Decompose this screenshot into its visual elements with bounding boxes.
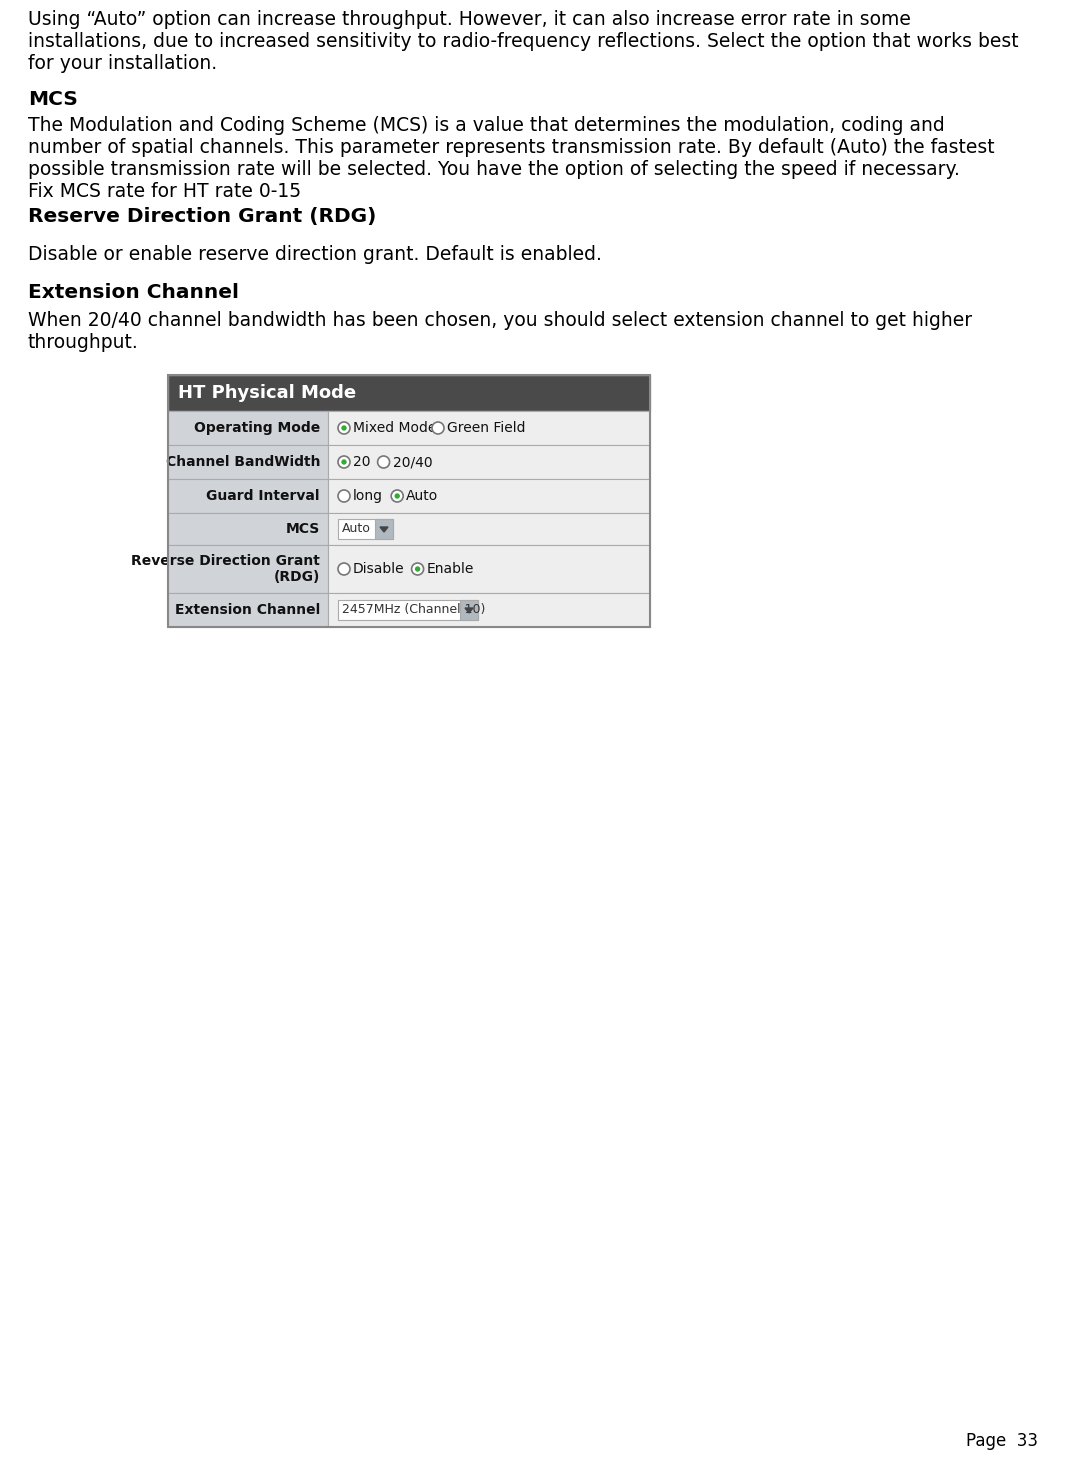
Circle shape — [394, 494, 400, 498]
Circle shape — [338, 563, 350, 574]
Text: When 20/40 channel bandwidth has been chosen, you should select extension channe: When 20/40 channel bandwidth has been ch… — [28, 311, 972, 330]
Text: possible transmission rate will be selected. You have the option of selecting th: possible transmission rate will be selec… — [28, 160, 959, 179]
Circle shape — [415, 567, 420, 571]
Text: 20: 20 — [353, 456, 371, 469]
Circle shape — [411, 563, 423, 574]
Text: Extension Channel: Extension Channel — [28, 283, 239, 302]
Text: MCS: MCS — [286, 522, 320, 536]
FancyBboxPatch shape — [168, 593, 328, 627]
FancyBboxPatch shape — [168, 445, 328, 479]
Circle shape — [338, 456, 350, 467]
Text: 2457MHz (Channel 10): 2457MHz (Channel 10) — [342, 604, 485, 617]
Text: Disable: Disable — [353, 563, 405, 576]
Text: Enable: Enable — [426, 563, 474, 576]
Text: Using “Auto” option can increase throughput. However, it can also increase error: Using “Auto” option can increase through… — [28, 10, 910, 29]
Polygon shape — [379, 527, 388, 532]
FancyBboxPatch shape — [338, 519, 393, 539]
FancyBboxPatch shape — [328, 545, 650, 593]
FancyBboxPatch shape — [461, 601, 478, 620]
Text: HT Physical Mode: HT Physical Mode — [178, 384, 356, 401]
FancyBboxPatch shape — [168, 545, 328, 593]
Text: for your installation.: for your installation. — [28, 54, 217, 73]
Text: Auto: Auto — [406, 489, 438, 502]
FancyBboxPatch shape — [328, 593, 650, 627]
Text: MCS: MCS — [28, 89, 78, 108]
Circle shape — [341, 425, 346, 431]
FancyBboxPatch shape — [168, 375, 650, 412]
Polygon shape — [465, 608, 473, 612]
Text: Extension Channel: Extension Channel — [175, 604, 320, 617]
Text: throughput.: throughput. — [28, 333, 139, 352]
FancyBboxPatch shape — [338, 601, 478, 620]
FancyBboxPatch shape — [168, 479, 328, 513]
Circle shape — [338, 489, 350, 502]
Text: Reverse Direction Grant
(RDG): Reverse Direction Grant (RDG) — [131, 554, 320, 585]
FancyBboxPatch shape — [168, 513, 328, 545]
FancyBboxPatch shape — [375, 519, 393, 539]
FancyBboxPatch shape — [328, 513, 650, 545]
Text: installations, due to increased sensitivity to radio-frequency reflections. Sele: installations, due to increased sensitiv… — [28, 32, 1019, 51]
Text: 20/40: 20/40 — [392, 456, 432, 469]
FancyBboxPatch shape — [328, 412, 650, 445]
Text: Page  33: Page 33 — [966, 1431, 1038, 1450]
Circle shape — [338, 422, 350, 434]
Circle shape — [391, 489, 403, 502]
Text: Auto: Auto — [342, 523, 371, 536]
Text: Fix MCS rate for HT rate 0-15: Fix MCS rate for HT rate 0-15 — [28, 182, 301, 201]
Circle shape — [377, 456, 389, 467]
Text: Mixed Mode: Mixed Mode — [353, 420, 436, 435]
Circle shape — [432, 422, 445, 434]
Text: Disable or enable reserve direction grant. Default is enabled.: Disable or enable reserve direction gran… — [28, 245, 602, 264]
Text: Channel BandWidth: Channel BandWidth — [165, 456, 320, 469]
FancyBboxPatch shape — [328, 445, 650, 479]
Text: long: long — [353, 489, 383, 502]
FancyBboxPatch shape — [168, 412, 328, 445]
Circle shape — [341, 460, 346, 464]
Text: The Modulation and Coding Scheme (MCS) is a value that determines the modulation: The Modulation and Coding Scheme (MCS) i… — [28, 116, 944, 135]
Text: Operating Mode: Operating Mode — [194, 420, 320, 435]
Text: Guard Interval: Guard Interval — [207, 489, 320, 502]
FancyBboxPatch shape — [328, 479, 650, 513]
Text: Reserve Direction Grant (RDG): Reserve Direction Grant (RDG) — [28, 207, 376, 226]
Text: Green Field: Green Field — [447, 420, 526, 435]
Text: number of spatial channels. This parameter represents transmission rate. By defa: number of spatial channels. This paramet… — [28, 138, 995, 157]
